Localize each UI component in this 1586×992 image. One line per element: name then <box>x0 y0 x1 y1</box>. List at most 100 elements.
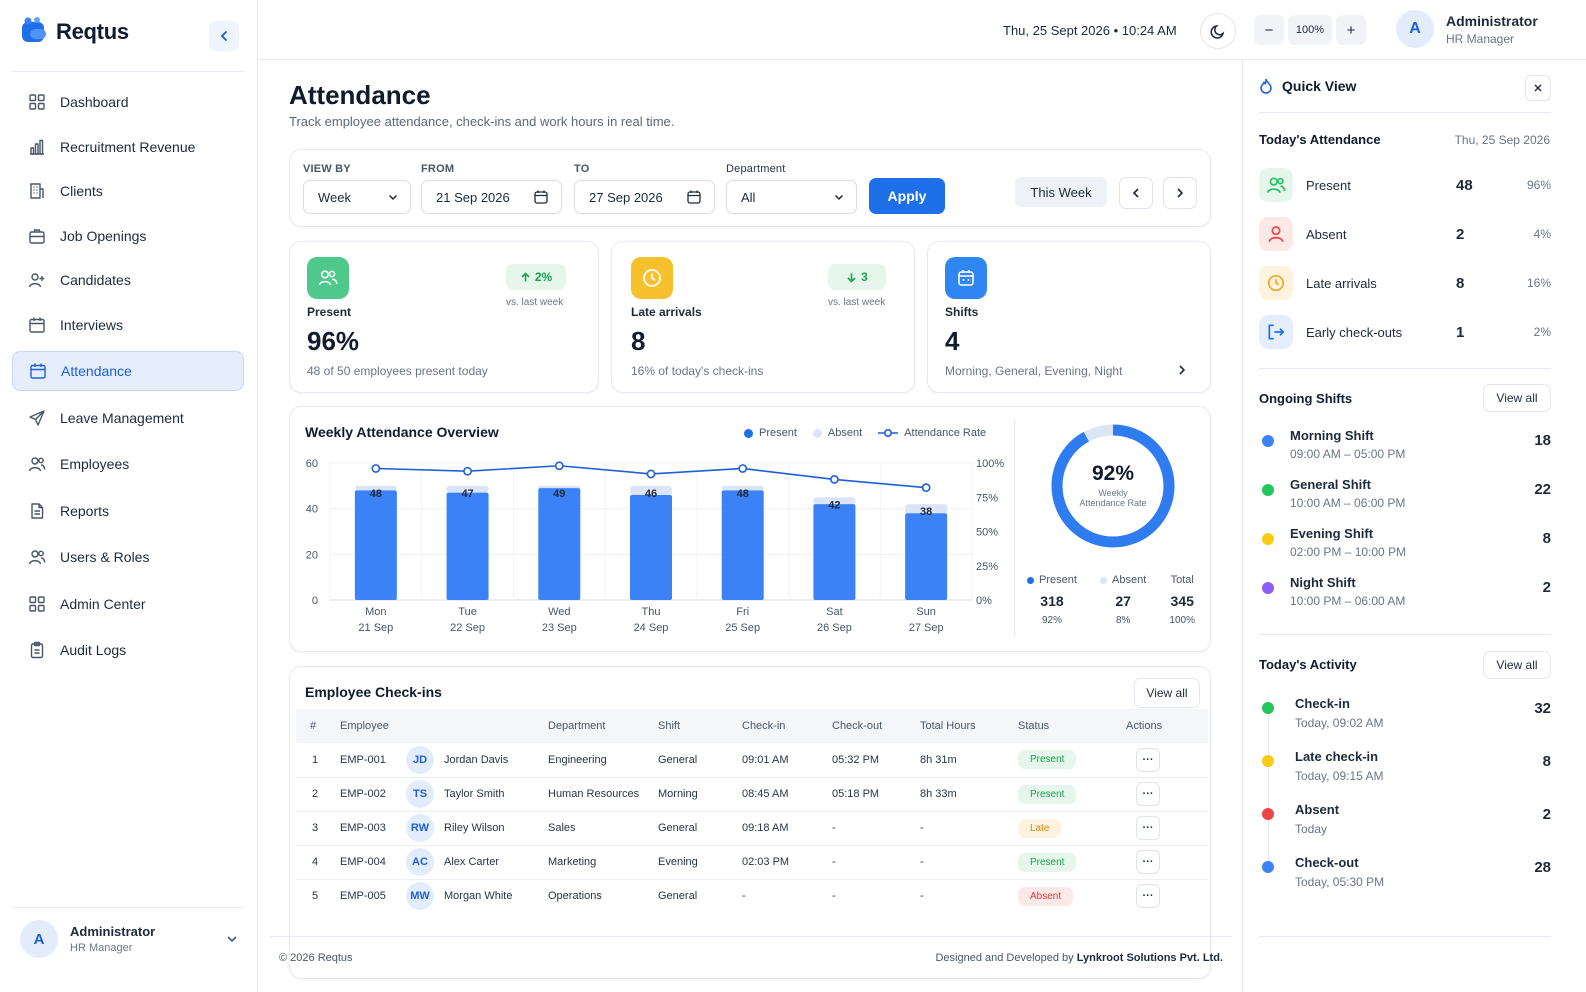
view-all-activity-button[interactable]: View all <box>1483 651 1551 679</box>
present-stat-card[interactable]: Present 96% 48 of 50 employees present t… <box>289 241 599 393</box>
view-by-select[interactable]: Week <box>303 180 411 214</box>
this-week-button[interactable]: This Week <box>1015 177 1107 207</box>
activity-name: Absent <box>1295 802 1340 817</box>
grid-icon <box>28 595 46 613</box>
sidebar-item-interviews[interactable]: Interviews <box>12 305 244 345</box>
shift-row[interactable]: Night Shift 10:00 PM – 06:00 AM 2 <box>1259 575 1551 619</box>
status-cell: Present <box>1018 777 1126 812</box>
stat-subtext: Morning, General, Evening, Night <box>945 364 1123 378</box>
collapse-sidebar-button[interactable] <box>209 21 239 51</box>
activity-count: 2 <box>1542 806 1551 823</box>
sidebar-item-audit-logs[interactable]: Audit Logs <box>12 630 244 670</box>
sidebar-item-job-openings[interactable]: Job Openings <box>12 216 244 256</box>
stat-value: 96% <box>307 326 360 356</box>
more-actions-button[interactable]: ··· <box>1136 747 1160 772</box>
sidebar-item-label: Candidates <box>60 272 131 288</box>
actions-cell: ··· <box>1126 743 1208 778</box>
more-actions-button[interactable]: ··· <box>1136 782 1160 806</box>
late-arrivals-stat-card[interactable]: Late arrivals 8 16% of today's check-ins… <box>611 241 915 393</box>
stat-value: 8 <box>631 326 646 356</box>
more-actions-button[interactable]: ··· <box>1136 816 1160 840</box>
sidebar-item-clients[interactable]: Clients <box>12 171 244 211</box>
close-panel-button[interactable] <box>1525 75 1551 101</box>
grid-icon <box>28 93 46 111</box>
to-date-input[interactable]: 27 Sep 2026 <box>574 180 715 214</box>
calendar-icon <box>687 190 701 204</box>
y-tick-label: 40 <box>306 504 318 516</box>
chevron-down-icon[interactable] <box>226 933 238 945</box>
quick-view-header: Quick View <box>1259 78 1356 94</box>
absent-bar <box>905 504 948 514</box>
sidebar-item-recruitment-revenue[interactable]: Recruitment Revenue <box>12 127 244 167</box>
shift-color-dot <box>1262 582 1274 594</box>
sidebar-item-reports[interactable]: Reports <box>12 491 244 531</box>
next-week-button[interactable] <box>1163 177 1197 209</box>
arrow-down-icon <box>847 273 856 283</box>
stat-label: Late arrivals <box>1306 275 1377 291</box>
department-select[interactable]: All <box>726 180 857 214</box>
x-tick-label: Tue <box>458 606 477 618</box>
x-tick-date: 23 Sep <box>542 622 577 634</box>
table-row[interactable]: 1 EMP-001 JD Jordan Davis Engineering General… <box>296 743 1208 778</box>
x-tick-date: 22 Sep <box>450 622 485 634</box>
shift-time: 10:00 AM – 06:00 PM <box>1290 496 1406 510</box>
department-value: All <box>741 189 756 205</box>
shift-row[interactable]: Evening Shift 02:00 PM – 10:00 PM 8 <box>1259 526 1551 570</box>
calendar-icon <box>29 362 47 380</box>
employee-id: EMP-002 <box>340 787 386 800</box>
table-row[interactable]: 5 EMP-005 MW Morgan White Operations General -… <box>296 879 1208 913</box>
from-date-input[interactable]: 21 Sep 2026 <box>421 180 562 214</box>
users-icon <box>1259 168 1293 202</box>
more-actions-button[interactable]: ··· <box>1136 850 1160 874</box>
user-role: HR Manager <box>70 942 133 954</box>
attendance-rate-donut <box>1051 424 1175 548</box>
theme-toggle-button[interactable] <box>1200 13 1236 49</box>
shifts-stat-card[interactable]: Shifts 4 Morning, General, Evening, Nigh… <box>927 241 1211 393</box>
more-actions-button[interactable]: ··· <box>1136 884 1160 909</box>
avatar: JD <box>406 745 434 774</box>
stat-percent: 96% <box>1526 178 1551 192</box>
panel-title: Quick View <box>1282 78 1357 94</box>
sidebar-user[interactable]: A Administrator HR Manager <box>20 920 238 958</box>
section-title: Today's Activity <box>1259 657 1357 672</box>
sidebar-item-candidates[interactable]: Candidates <box>12 260 244 300</box>
table-row[interactable]: 3 EMP-003 RW Riley Wilson Sales General 09:18 … <box>296 811 1208 846</box>
activity-name: Check-out <box>1295 855 1359 870</box>
users-icon <box>28 548 46 566</box>
zoom-in-button[interactable]: + <box>1336 15 1366 45</box>
checkins-card: Employee Check-ins View all # Employee Dep… <box>289 666 1211 979</box>
clock-icon <box>631 257 673 299</box>
shift-name: General Shift <box>1290 477 1371 492</box>
table-row[interactable]: 2 EMP-002 TS Taylor Smith Human Resources Mor… <box>296 777 1208 812</box>
sidebar-item-attendance[interactable]: Attendance <box>12 351 244 391</box>
zoom-out-button[interactable]: − <box>1254 15 1284 45</box>
shift-row[interactable]: General Shift 10:00 AM – 06:00 PM 22 <box>1259 477 1551 521</box>
absent-bar <box>446 485 489 493</box>
actions-cell: ··· <box>1126 879 1208 913</box>
topbar-user[interactable]: A Administrator HR Manager <box>1396 10 1538 48</box>
stat-label: Present <box>1306 177 1351 193</box>
apply-button[interactable]: Apply <box>869 178 945 214</box>
stat-label: Late arrivals <box>631 305 702 319</box>
view-all-checkins-button[interactable]: View all <box>1134 678 1200 708</box>
x-tick-date: 27 Sep <box>909 622 944 634</box>
chevron-right-icon[interactable] <box>1176 364 1188 376</box>
table-row[interactable]: 4 EMP-004 AC Alex Carter Marketing Evening 02:… <box>296 845 1208 880</box>
calendar-icon <box>945 257 987 299</box>
section-title: Ongoing Shifts <box>1259 391 1353 406</box>
stat-label: Shifts <box>945 305 979 319</box>
sidebar-item-leave-management[interactable]: Leave Management <box>12 398 244 438</box>
sidebar-item-admin-center[interactable]: Admin Center <box>12 584 244 624</box>
view-all-shifts-button[interactable]: View all <box>1483 384 1551 412</box>
page-subtitle: Track employee attendance, check-ins and… <box>289 114 675 129</box>
sidebar-item-dashboard[interactable]: Dashboard <box>12 82 244 122</box>
shift-row[interactable]: Morning Shift 09:00 AM – 05:00 PM 18 <box>1259 428 1551 472</box>
previous-week-button[interactable] <box>1119 177 1153 209</box>
sidebar-item-users-roles[interactable]: Users & Roles <box>12 537 244 577</box>
legend-present: Present <box>744 427 797 439</box>
divider <box>12 907 244 908</box>
brand[interactable]: Reqtus <box>20 16 129 48</box>
sidebar-item-employees[interactable]: Employees <box>12 444 244 484</box>
shift-cell: Evening <box>658 845 742 880</box>
employee-id: EMP-004 <box>340 855 386 868</box>
